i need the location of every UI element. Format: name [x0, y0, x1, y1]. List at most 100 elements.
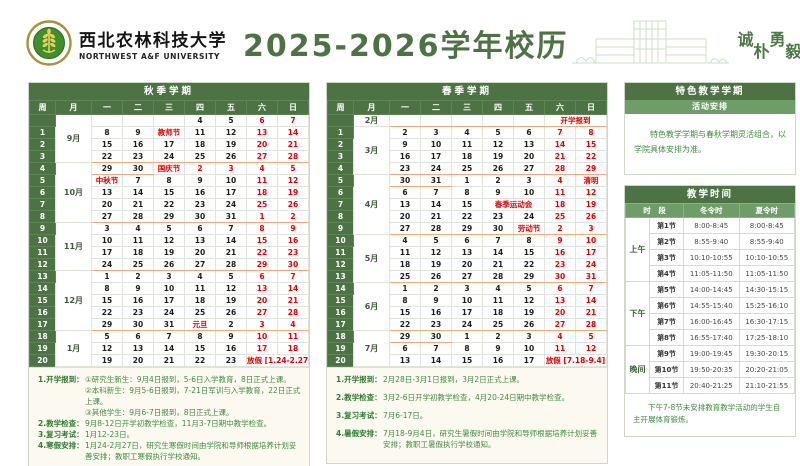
date-cell: 17 — [153, 294, 185, 307]
weekday-header-cell: 三 — [153, 100, 185, 115]
date-cell: 8 — [451, 186, 483, 199]
date-cell: 22 — [153, 198, 185, 211]
date-cell: 28 — [420, 222, 452, 235]
date-cell: 24 — [575, 258, 607, 271]
date-cell: 11 — [544, 342, 576, 355]
date-cell: 2 — [482, 330, 514, 343]
date-cell: 23 — [482, 210, 514, 223]
week-number-cell: 15 — [327, 294, 354, 307]
date-cell: 20 — [451, 258, 483, 271]
date-cell: 16 — [544, 246, 576, 259]
date-cell: 13 — [122, 342, 154, 355]
date-cell — [91, 114, 123, 127]
date-cell: 21 — [544, 150, 576, 163]
date-cell: 20 — [389, 210, 421, 223]
date-cell: 11 — [389, 246, 421, 259]
class-time-row: 晚间 第9节 19:00-19:45 19:30-20:15 — [625, 345, 795, 395]
calendar-week-row: 16 22 23 24 25 26 27 28 — [29, 306, 309, 319]
date-cell: 19 — [420, 258, 452, 271]
weekday-header-cell: 五 — [215, 100, 247, 115]
date-cell: 31 — [575, 270, 607, 283]
date-cell: 25 — [544, 210, 576, 223]
date-cell: 15 — [246, 234, 278, 247]
class-time-row: 第2节 8:55-9:40 8:55-9:40 — [626, 233, 795, 251]
motto-char: 勇 — [769, 29, 786, 49]
weekday-header-cell: 一 — [91, 100, 123, 115]
date-cell: 14 — [575, 294, 607, 307]
date-cell: 27 — [451, 270, 483, 283]
calendar-week-row: 4 10月 29 30 国庆节 2 3 4 5 — [29, 162, 309, 223]
date-cell: 31 — [153, 318, 185, 331]
date-cell: 20 — [184, 246, 216, 259]
calendar-week-row: 13 12月 1 2 3 4 5 6 7 — [29, 270, 309, 331]
winter-time-cell: 16:00-16:45 — [683, 313, 740, 331]
teaching-time-table: 时 段冬令时 夏令时 上午 第1节 8:00-8:45 8:00-8:45 第2节 8:55-… — [625, 203, 795, 395]
date-cell: 9 — [277, 222, 309, 235]
calendar-week-row: 12 18 19 20 21 22 23 24 — [327, 258, 607, 271]
date-cell — [482, 114, 514, 127]
date-cell: 12 — [575, 186, 607, 199]
date-cell: 3 — [215, 162, 247, 175]
month-label-cell: 12月 — [55, 270, 92, 331]
date-cell: 26 — [420, 270, 452, 283]
week-number-cell: 18 — [29, 330, 56, 343]
summer-time-cell: 8:55-9:40 — [738, 233, 795, 251]
date-cell — [513, 114, 545, 127]
date-cell: 15 — [91, 294, 123, 307]
winter-time-cell: 16:55-17:40 — [683, 329, 740, 347]
date-cell: 4 — [122, 222, 154, 235]
class-time-row: 第11节 20:40-21:25 21:10-21:55 — [626, 377, 795, 395]
date-cell: 12 — [277, 174, 309, 187]
date-cell: 18 — [184, 138, 216, 151]
date-cell: 9 — [184, 174, 216, 187]
date-cell: 14 — [153, 342, 185, 355]
right-column: 特色教学学期 活动安排 特色教学学期与春秋学期灵活组合，以学院具体安排为准。 教… — [624, 82, 796, 438]
class-number-cell: 第8节 — [649, 329, 684, 347]
date-cell: 24 — [91, 258, 123, 271]
date-cell: 6 — [451, 234, 483, 247]
date-cell: 28 — [277, 150, 309, 163]
date-cell: 30 — [389, 174, 421, 187]
date-cell: 19 — [482, 150, 514, 163]
date-cell: 11 — [482, 294, 514, 307]
university-motto: 诚 朴 勇 毅 — [737, 25, 800, 62]
date-cell: 9 — [544, 234, 576, 247]
date-cell: 26 — [215, 150, 247, 163]
note-line: 4.暑假安排： 7月18-9月4日，研究生暑假时间由学院和导师根据培养计划妥善安排… — [336, 428, 601, 450]
date-cell: 18 — [544, 198, 576, 211]
weekday-header-cell: 月 — [353, 100, 390, 115]
date-cell: 27 — [246, 306, 278, 319]
note-line: 1.开学报到： ①研究生新生：9月4日报到，5-6日入学教育，8日正式上课。 — [38, 374, 303, 385]
date-cell: 5 — [215, 270, 247, 283]
fall-semester-title: 秋季学期 — [29, 83, 309, 100]
weekday-header-cell: 一 — [389, 100, 421, 115]
date-cell: 19 — [215, 294, 247, 307]
date-cell: 7 — [575, 282, 607, 295]
date-cell: 21 — [277, 294, 309, 307]
week-number-cell: 16 — [327, 306, 354, 319]
date-cell — [451, 114, 483, 127]
date-cell: 30 — [184, 210, 216, 223]
month-label-cell: 5月 — [353, 234, 390, 283]
date-cell: 11 — [277, 330, 309, 343]
date-cell: 20 — [246, 294, 278, 307]
class-number-cell: 第6节 — [649, 297, 684, 315]
note-label: 4.暑假安排： — [336, 429, 382, 438]
summer-time-cell: 8:00-8:45 — [738, 217, 795, 235]
weekday-header-cell: 周 — [327, 100, 354, 115]
weekday-header-cell: 四 — [482, 100, 514, 115]
week-number-cell: 7 — [29, 198, 56, 211]
week-number-cell: 1 — [327, 126, 354, 139]
calendar-week-row: 11 11 12 13 14 15 16 17 — [327, 246, 607, 259]
week-number-cell: 17 — [327, 318, 354, 331]
date-cell: 9 — [389, 138, 421, 151]
class-number-cell: 第2节 — [649, 233, 684, 251]
note-text: 3月2-6日开学初教学检查，4月20-24日期中教学检查。 — [383, 393, 570, 402]
class-time-row: 下午 第5节 14:00-14:45 14:30-15:15 — [625, 281, 795, 347]
class-time-row: 上午 第1节 8:00-8:45 8:00-8:45 — [625, 217, 795, 283]
date-cell: 31 — [215, 210, 247, 223]
date-cell: 23 — [420, 318, 452, 331]
note-label: 3.复习考试： — [336, 411, 382, 420]
date-cell: 18 — [184, 294, 216, 307]
